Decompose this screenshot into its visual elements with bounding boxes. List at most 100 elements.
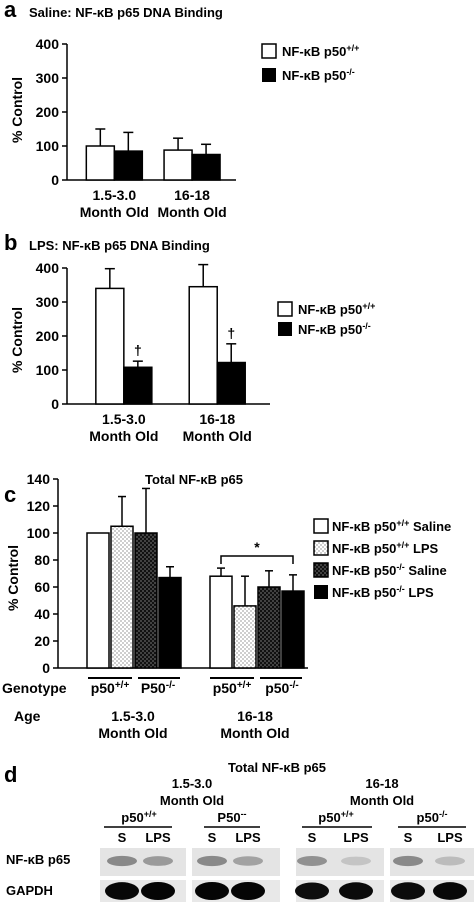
legend-swatch-ko-saline — [313, 562, 329, 578]
y-tick-label: 100 — [36, 362, 60, 378]
age-label: Age — [14, 708, 41, 724]
bar — [257, 586, 281, 669]
panel-c-plot: 0 20 40 60 80 100 120 140 * p50+/+ P50-/- p50+/+ p50… — [27, 471, 308, 741]
blot-band-p65 — [233, 856, 263, 866]
blot-age-line0: 1.5-3.0 — [172, 776, 212, 791]
legend-label-p50-wt: NF-κB p50+/+ — [282, 43, 359, 59]
bar — [158, 576, 182, 669]
age-label-line0: 16-18 — [237, 708, 273, 724]
blot-lane-label: LPS — [343, 830, 369, 845]
y-tick-label: 200 — [36, 328, 60, 344]
panel-a-ylabel: % Control — [9, 77, 25, 143]
blot-band-gapdh — [105, 882, 139, 900]
blot-lane-label: LPS — [235, 830, 261, 845]
category-label-line1: Month Old — [89, 428, 158, 444]
legend-label-ko-lps: NF-κB p50-/- LPS — [332, 584, 434, 600]
y-tick-label: 0 — [42, 660, 50, 676]
y-tick-label: 100 — [27, 525, 51, 541]
legend-swatch-p50-wt — [277, 301, 293, 317]
panel-c-legend: NF-κB p50+/+ Saline NF-κB p50+/+ LPS NF-… — [313, 518, 451, 600]
panel-letter-d: d — [4, 762, 17, 787]
y-tick-label: 400 — [36, 36, 60, 52]
panel-b-title: LPS: NF-κB p65 DNA Binding — [29, 238, 210, 253]
legend-label-wt-saline: NF-κB p50+/+ Saline — [332, 518, 451, 534]
bar — [95, 287, 125, 405]
blot-lane-label: LPS — [437, 830, 463, 845]
y-tick-label: 120 — [27, 498, 51, 514]
genotype-label-3: p50-/- — [265, 680, 299, 696]
bar — [123, 366, 153, 405]
blot-band-p65 — [297, 856, 327, 866]
panel-b: b LPS: NF-κB p65 DNA Binding % Control 0… — [4, 230, 375, 444]
y-tick-label: 300 — [36, 70, 60, 86]
bar — [216, 361, 246, 405]
y-tick-label: 400 — [36, 260, 60, 276]
panel-c: c Total NF-κB p65 % Control 0 20 40 60 80 100… — [2, 471, 451, 741]
blot-band-gapdh — [339, 882, 373, 900]
blot-band-p65 — [197, 855, 227, 867]
y-tick-label: 140 — [27, 471, 51, 487]
y-tick-label: 100 — [36, 138, 60, 154]
legend-label-p50-ko: NF-κB p50-/- — [282, 67, 355, 83]
bar — [191, 153, 221, 181]
legend-swatch-ko-lps — [314, 585, 328, 599]
legend-swatch-p50-ko — [278, 322, 292, 336]
blot-row-label-p65: NF-κB p65 — [6, 852, 70, 867]
bar — [134, 532, 158, 669]
bar — [188, 285, 218, 405]
bar — [209, 575, 233, 669]
category-label-line0: 16-18 — [174, 187, 210, 203]
blot-band-gapdh — [433, 882, 467, 900]
panel-c-ylabel: % Control — [5, 545, 21, 611]
category-label-line0: 16-18 — [199, 411, 235, 427]
category-label-line0: 1.5-3.0 — [93, 187, 137, 203]
panel-c-title: Total NF-κB p65 — [145, 472, 243, 487]
blot-title: Total NF-κB p65 — [228, 760, 326, 775]
category-label-line0: 1.5-3.0 — [102, 411, 146, 427]
panel-b-legend: NF-κB p50+/+ NF-κB p50-/- — [277, 301, 375, 337]
legend-label-p50-ko: NF-κB p50-/- — [298, 321, 371, 337]
panel-letter-c: c — [4, 482, 16, 507]
genotype-label-2: p50+/+ — [213, 680, 252, 696]
panel-letter-a: a — [4, 0, 17, 22]
blot-band-p65 — [393, 855, 423, 867]
panel-a-legend: NF-κB p50+/+ NF-κB p50-/- — [261, 43, 359, 83]
bar — [85, 145, 116, 181]
blot-row-label-gapdh: GAPDH — [6, 883, 53, 898]
blot-genotype-1: P50-- — [217, 809, 246, 825]
legend-swatch-wt-saline — [313, 518, 329, 534]
panel-a: a Saline: NF-κB p65 DNA Binding % Contro… — [4, 0, 359, 220]
category-label-line1: Month Old — [183, 428, 252, 444]
significance-asterisk: * — [254, 539, 260, 555]
panel-a-title: Saline: NF-κB p65 DNA Binding — [29, 5, 223, 20]
y-tick-label: 300 — [36, 294, 60, 310]
panel-d: d Total NF-κB p65 1.5-3.0 Month Old 16-18 M… — [4, 760, 474, 902]
significance-bracket — [220, 555, 294, 564]
blot-band-p65 — [341, 856, 371, 866]
age-label-line1: Month Old — [220, 725, 289, 741]
category-label-line1: Month Old — [157, 204, 226, 220]
significance-dagger: † — [227, 325, 235, 341]
blot-genotype-3: p50-/- — [417, 809, 448, 825]
blot-band-gapdh — [295, 882, 329, 900]
y-tick-label: 80 — [34, 552, 50, 568]
category-label-line1: Month Old — [80, 204, 149, 220]
age-label-line0: 1.5-3.0 — [111, 708, 155, 724]
blot-genotype-2: p50+/+ — [318, 809, 353, 825]
blot-band-gapdh — [195, 882, 229, 900]
blot-lane-label: LPS — [145, 830, 171, 845]
legend-label-ko-saline: NF-κB p50-/- Saline — [332, 562, 447, 578]
blot-lane-label: S — [404, 830, 413, 845]
age-label-line1: Month Old — [98, 725, 167, 741]
blot-band-gapdh — [231, 882, 265, 900]
legend-swatch-p50-wt — [261, 43, 277, 59]
panel-b-ylabel: % Control — [9, 307, 25, 373]
y-tick-label: 60 — [34, 579, 50, 595]
y-tick-label: 200 — [36, 104, 60, 120]
blot-lane-label: S — [118, 830, 127, 845]
genotype-label: Genotype — [2, 680, 67, 696]
bar — [110, 525, 134, 669]
